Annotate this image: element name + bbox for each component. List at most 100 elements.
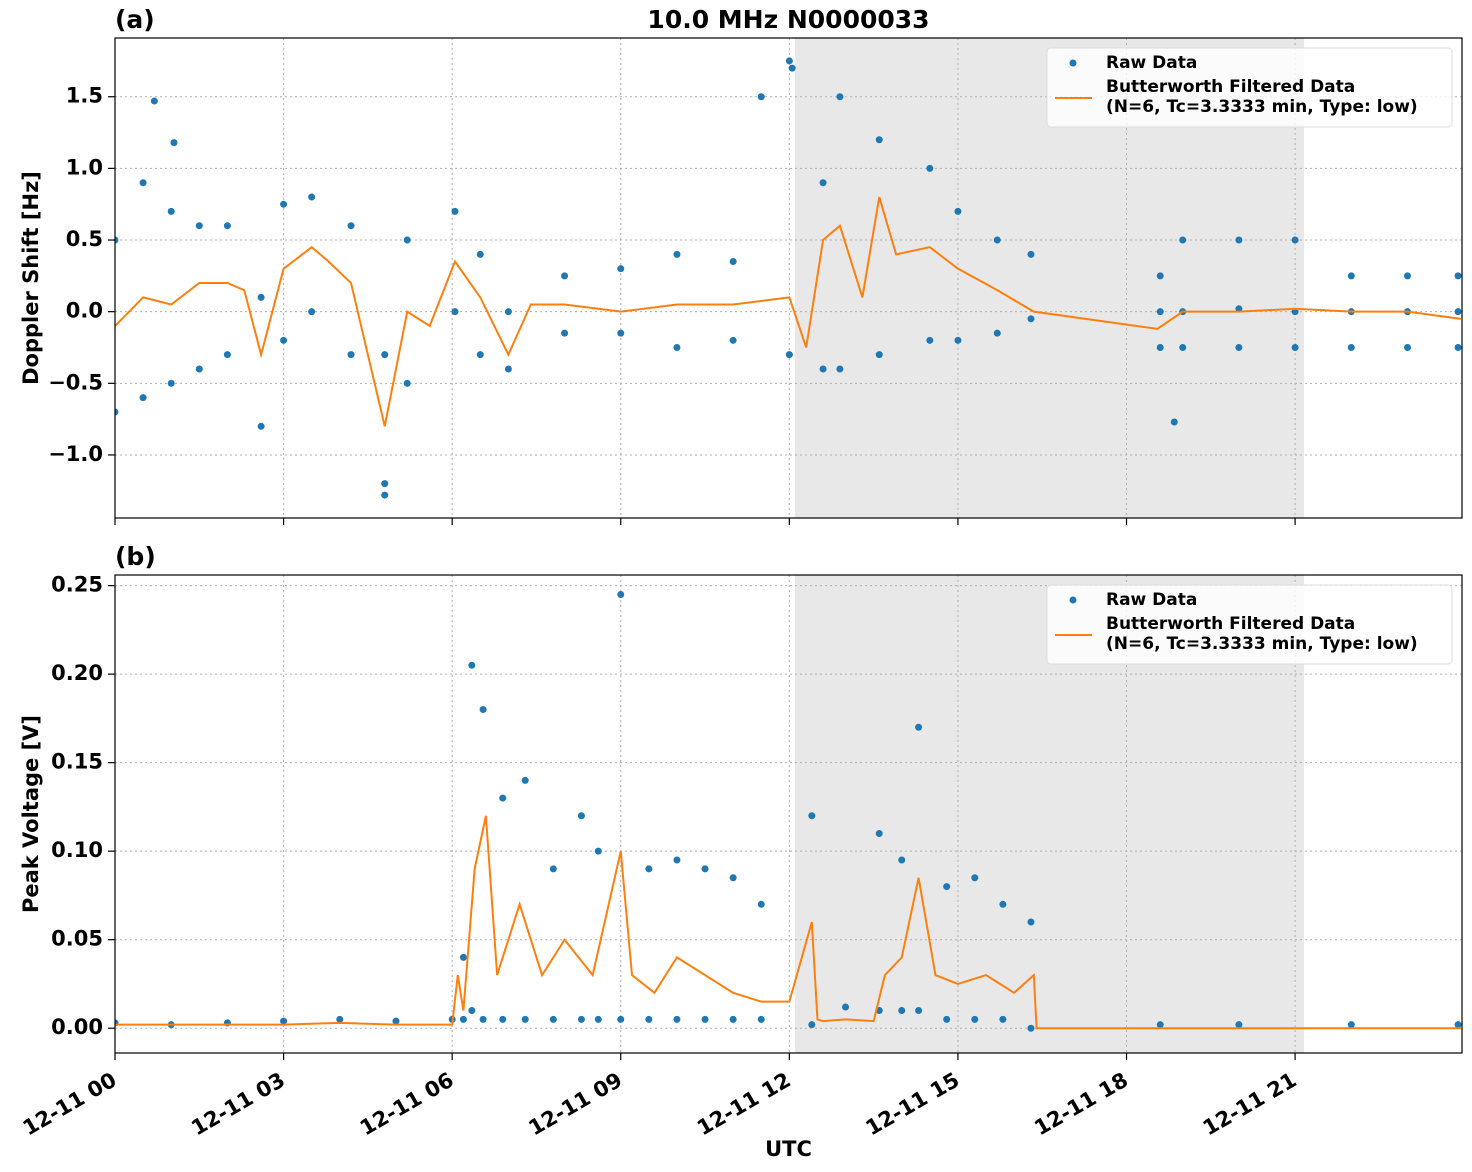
raw-point: [729, 336, 737, 344]
raw-point: [673, 250, 681, 258]
axes-frame: [114, 37, 1463, 519]
raw-point: [347, 222, 355, 230]
raw-point: [898, 856, 906, 864]
raw-point: [561, 329, 569, 337]
raw-point: [1156, 272, 1164, 280]
x-tick-label: 12-11 18: [1030, 1068, 1132, 1141]
raw-point: [617, 590, 625, 598]
raw-point: [549, 865, 557, 873]
raw-point: [170, 139, 178, 147]
legend-marker: [1069, 59, 1077, 67]
plot-area: [115, 590, 1462, 1032]
raw-point: [451, 207, 459, 215]
x-tick-label: 12-11 00: [19, 1068, 121, 1141]
y-tick-label: 1.0: [66, 155, 103, 179]
raw-point: [971, 1015, 979, 1023]
raw-point: [1347, 343, 1355, 351]
raw-point: [167, 207, 175, 215]
raw-point: [549, 1015, 557, 1023]
plot-area: [115, 57, 1462, 499]
raw-point: [1454, 308, 1462, 316]
y-tick-label: 1.5: [66, 84, 103, 108]
raw-point: [479, 1015, 487, 1023]
raw-point: [729, 258, 737, 266]
raw-point: [479, 706, 487, 714]
raw-point: [195, 365, 203, 373]
raw-point: [785, 57, 793, 65]
raw-point: [729, 1015, 737, 1023]
raw-point: [875, 829, 883, 837]
raw-point: [1235, 1021, 1243, 1029]
raw-point: [499, 1015, 507, 1023]
y-axis-label: Peak Voltage [V]: [19, 715, 43, 913]
raw-point: [403, 236, 411, 244]
raw-point: [1027, 918, 1035, 926]
raw-point: [1179, 236, 1187, 244]
raw-point: [451, 308, 459, 316]
raw-point: [836, 93, 844, 101]
raw-point: [954, 207, 962, 215]
raw-point: [993, 329, 1001, 337]
legend-label: Butterworth Filtered Data: [1106, 614, 1355, 634]
y-tick-label: 0.20: [51, 661, 103, 685]
raw-point: [392, 1017, 400, 1025]
raw-point: [1156, 343, 1164, 351]
raw-point: [308, 308, 316, 316]
axes-frame: [114, 574, 1463, 1054]
raw-point: [1454, 343, 1462, 351]
raw-point: [308, 193, 316, 201]
panel-label: (b): [115, 542, 156, 571]
raw-point: [875, 351, 883, 359]
raw-point: [915, 1007, 923, 1015]
raw-point: [757, 900, 765, 908]
raw-point: [1291, 308, 1299, 316]
raw-point: [808, 812, 816, 820]
x-tick-label: 12-11 03: [187, 1068, 289, 1141]
raw-point: [842, 1003, 850, 1011]
raw-point: [1235, 343, 1243, 351]
raw-point: [819, 179, 827, 187]
raw-point: [729, 874, 737, 882]
raw-point: [836, 365, 844, 373]
raw-point: [594, 847, 602, 855]
raw-point: [521, 776, 529, 784]
raw-point: [561, 272, 569, 280]
x-tick-label: 12-11 06: [356, 1068, 458, 1141]
raw-point: [673, 1015, 681, 1023]
y-tick-label: −1.0: [48, 442, 103, 466]
raw-point: [1291, 343, 1299, 351]
raw-point: [1291, 236, 1299, 244]
y-tick-label: 0.05: [51, 927, 103, 951]
raw-point: [673, 856, 681, 864]
panel-label: (a): [115, 5, 155, 34]
raw-point: [971, 874, 979, 882]
raw-point: [943, 1015, 951, 1023]
x-tick-label: 12-11 15: [862, 1068, 964, 1141]
raw-point: [257, 422, 265, 430]
x-tick-label: 12-11 21: [1199, 1068, 1301, 1141]
raw-point: [347, 351, 355, 359]
raw-point: [115, 236, 119, 244]
raw-point: [336, 1015, 344, 1023]
legend-label: (N=6, Tc=3.3333 min, Type: low): [1106, 634, 1418, 654]
raw-point: [1156, 1021, 1164, 1029]
raw-point: [381, 491, 389, 499]
legend-label: Raw Data: [1106, 53, 1197, 73]
y-tick-label: 0.25: [51, 573, 103, 597]
raw-point: [926, 336, 934, 344]
raw-point: [808, 1021, 816, 1029]
raw-point: [223, 222, 231, 230]
raw-point: [504, 308, 512, 316]
raw-point: [139, 394, 147, 402]
raw-point: [115, 408, 119, 416]
raw-point: [468, 661, 476, 669]
raw-point: [999, 900, 1007, 908]
raw-point: [594, 1015, 602, 1023]
raw-point: [1454, 272, 1462, 280]
raw-point: [1170, 418, 1178, 426]
raw-point: [381, 351, 389, 359]
raw-point: [223, 351, 231, 359]
raw-point: [1235, 305, 1243, 313]
y-tick-label: 0.5: [66, 227, 103, 251]
